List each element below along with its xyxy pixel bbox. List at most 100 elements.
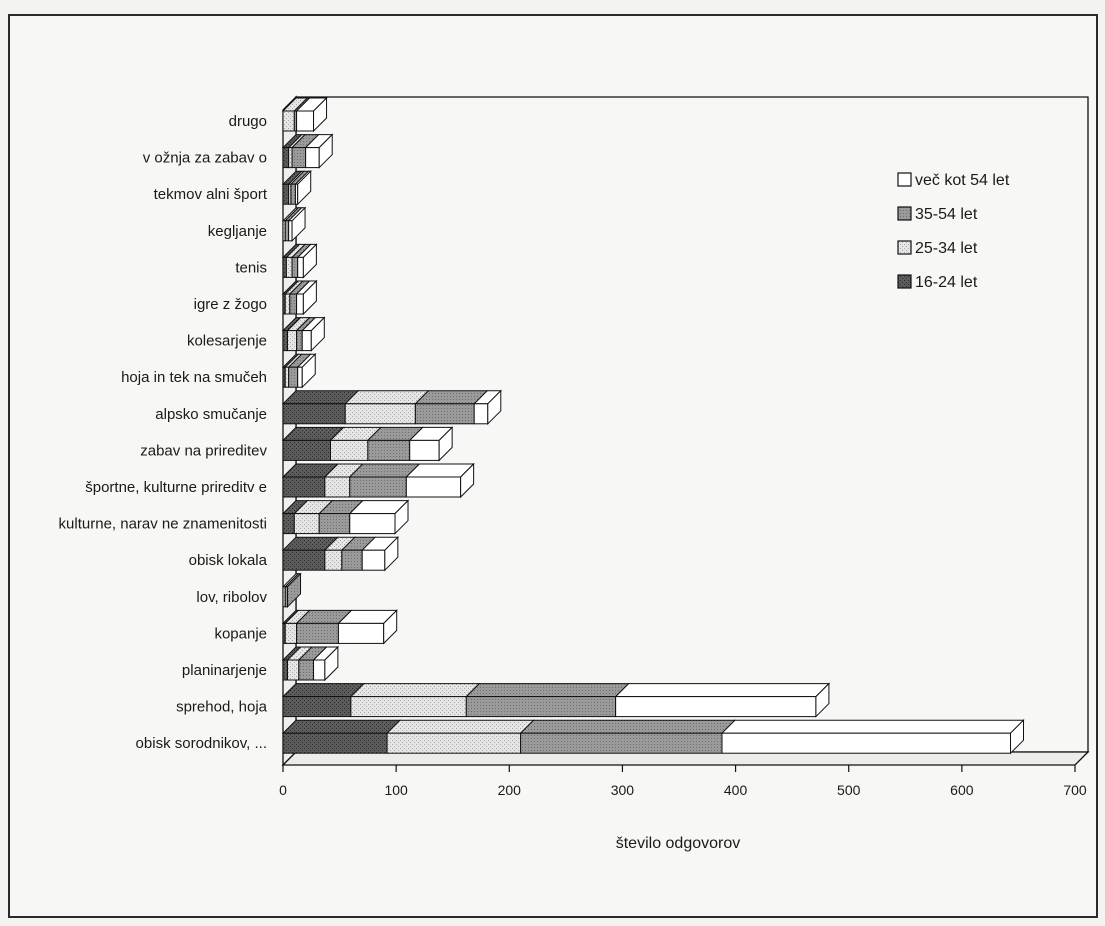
- bar-segment: [349, 513, 396, 535]
- category-label: lov, ribolov: [196, 589, 267, 606]
- bar-segment: [282, 732, 388, 754]
- bar-segment: [324, 476, 351, 498]
- bar-segment: [349, 476, 407, 498]
- bar-top-face: [281, 719, 402, 734]
- bar-end-face: [318, 133, 333, 169]
- bar-segment: [465, 696, 617, 718]
- bar-end-face: [394, 499, 409, 535]
- bar-segment: [290, 183, 296, 205]
- legend-label: 35-54 let: [915, 206, 978, 223]
- category-label: kulturne, narav ne znamenitosti: [59, 516, 267, 533]
- bar-segment: [282, 696, 352, 718]
- legend-label: več kot 54 let: [915, 172, 1010, 189]
- category-label: kopanje: [214, 625, 267, 642]
- x-axis-title: število odgovorov: [616, 835, 741, 852]
- bar-top-face: [385, 719, 535, 734]
- legend-swatch: [897, 240, 912, 255]
- bar-segment: [615, 696, 817, 718]
- x-tick-label: 0: [279, 782, 287, 798]
- bar-segment: [287, 330, 298, 352]
- bar-top-face: [519, 719, 737, 734]
- category-label: v ožnja za zabav o: [143, 150, 267, 167]
- bar-end-face: [384, 535, 399, 572]
- bar-end-face: [302, 243, 317, 279]
- category-label: kegljanje: [208, 223, 267, 240]
- bar-segment: [282, 330, 289, 352]
- category-label: zabav na prireditev: [140, 442, 267, 459]
- x-tick-label: 600: [950, 782, 974, 798]
- category-label: sprehod, hoja: [176, 699, 268, 716]
- bar-segment: [284, 366, 290, 388]
- bar-segment: [296, 293, 304, 315]
- bar-segment: [293, 513, 320, 535]
- bar-segment: [282, 403, 346, 425]
- bar-segment: [473, 403, 489, 425]
- bar-segment: [291, 256, 299, 278]
- bars-layer: [281, 96, 1025, 755]
- bar-segment: [282, 549, 326, 571]
- bar-top-face: [349, 683, 481, 698]
- bar-segment: [367, 439, 411, 461]
- bar-end-face: [313, 96, 328, 133]
- x-tick-label: 400: [724, 782, 748, 798]
- bar-segment: [337, 622, 385, 644]
- category-label: tekmov alni šport: [154, 186, 268, 203]
- bar-end-face: [301, 352, 316, 389]
- x-axis-ticks: 0 100 200 300 400 500 600 700: [279, 765, 1087, 798]
- bar-segment: [361, 549, 386, 571]
- bar-segment: [350, 696, 467, 718]
- bar-segment: [324, 549, 343, 571]
- bar-segment: [282, 183, 290, 205]
- bar-segment: [414, 403, 475, 425]
- bar-end-face: [815, 682, 830, 718]
- bar-segment: [282, 513, 295, 535]
- bar-segment: [297, 366, 303, 388]
- bar-segment: [289, 293, 298, 315]
- bar-segment: [405, 476, 462, 498]
- bar-top-face: [344, 390, 430, 405]
- category-label: igre z žogo: [194, 296, 267, 313]
- floor: [281, 751, 1090, 766]
- bar-end-face: [324, 645, 339, 682]
- bar-end-face: [302, 279, 317, 316]
- bar-segment: [298, 659, 315, 681]
- category-label: tenis: [235, 259, 267, 276]
- bar-segment: [305, 147, 320, 169]
- bar-segment: [282, 439, 332, 461]
- bar-segment: [318, 513, 351, 535]
- bar-segment: [341, 549, 363, 571]
- bar-segment: [296, 110, 315, 132]
- bar-segment: [282, 147, 290, 169]
- legend: več kot 54 let 35-54 let 25-34 let 16-24 le…: [897, 172, 1010, 291]
- bar-segment: [282, 659, 289, 681]
- x-tick-label: 500: [837, 782, 861, 798]
- x-tick-label: 700: [1063, 782, 1087, 798]
- bar-segment: [520, 732, 723, 754]
- bar-segment: [287, 659, 300, 681]
- bar-segment: [330, 439, 369, 461]
- bar-end-face: [1010, 718, 1025, 755]
- bar-segment: [285, 256, 293, 278]
- category-labels: drugo v ožnja za zabav o tekmov alni šport…: [59, 113, 268, 752]
- category-label: obisk lokala: [189, 552, 268, 569]
- bar-segment: [297, 256, 304, 278]
- bar-segment: [313, 659, 326, 681]
- bar-segment: [284, 622, 298, 644]
- bar-segment: [409, 439, 440, 461]
- legend-swatch: [897, 206, 912, 221]
- x-tick-label: 200: [498, 782, 522, 798]
- bar-segment: [282, 256, 287, 278]
- bar-segment: [288, 147, 293, 169]
- bar-end-face: [287, 572, 302, 609]
- bar-top-face: [465, 683, 630, 698]
- legend-label: 25-34 let: [915, 240, 978, 257]
- bar-end-face: [291, 206, 306, 243]
- category-label: hoja in tek na smučeh: [121, 369, 267, 386]
- bar-segment: [386, 732, 522, 754]
- bar-segment: [291, 147, 307, 169]
- bar-top-face: [614, 683, 831, 698]
- bar-segment: [282, 476, 326, 498]
- x-tick-label: 300: [611, 782, 635, 798]
- legend-label: 16-24 let: [915, 274, 978, 291]
